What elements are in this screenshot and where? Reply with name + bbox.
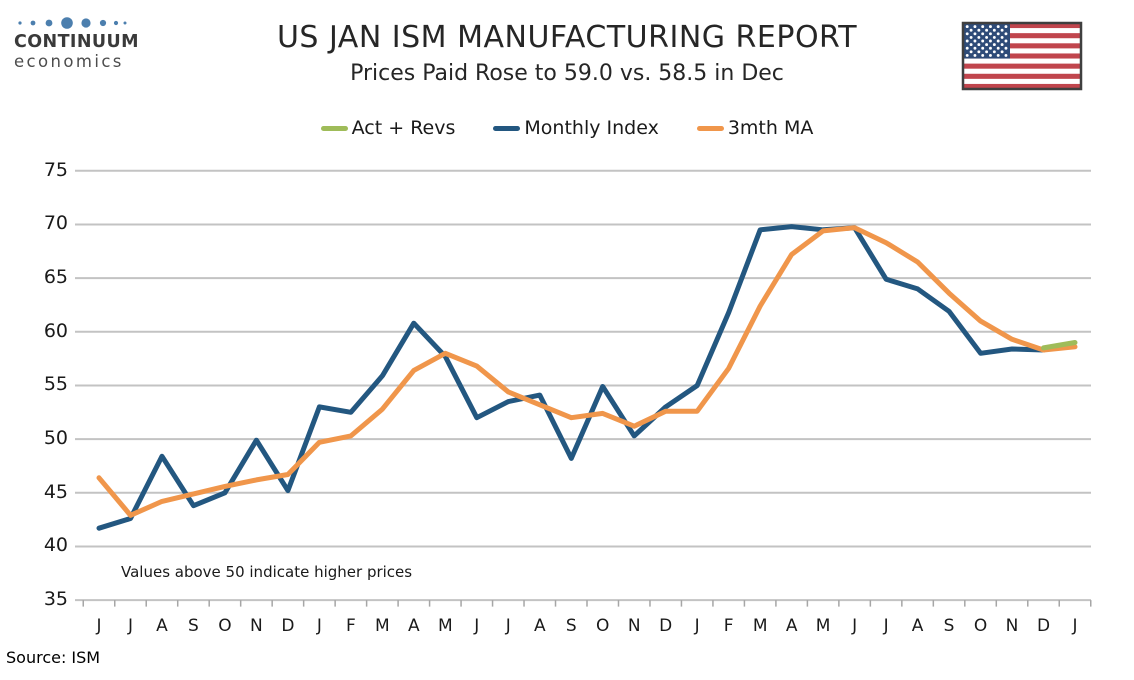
legend-swatch-act-revs-icon bbox=[320, 125, 348, 131]
source-label: Source: ISM bbox=[6, 648, 101, 667]
x-axis-label: J bbox=[505, 616, 511, 636]
y-axis-label: 40 bbox=[43, 534, 68, 557]
x-axis-label: D bbox=[281, 616, 295, 636]
x-axis-label: M bbox=[437, 616, 453, 636]
x-axis-label: J bbox=[852, 616, 858, 636]
x-axis-label: D bbox=[659, 616, 673, 636]
chart-legend: Act + Revs Monthly Index 3mth MA bbox=[0, 117, 1134, 139]
x-axis-label: F bbox=[723, 616, 734, 636]
y-axis-label: 65 bbox=[43, 266, 68, 289]
y-axis-label: 45 bbox=[43, 480, 68, 503]
x-axis-label: S bbox=[188, 616, 199, 636]
y-axis-label: 50 bbox=[43, 427, 68, 450]
x-axis-label: J bbox=[883, 616, 889, 636]
x-axis-label: J bbox=[127, 616, 133, 636]
legend-item-act-revs: Act + Revs bbox=[320, 117, 456, 139]
chart-annotation: Values above 50 indicate higher prices bbox=[121, 563, 413, 581]
continuum-economics-logo: CONTINUUM economics bbox=[12, 6, 152, 86]
x-axis-label: J bbox=[1072, 616, 1078, 636]
y-axis-label: 75 bbox=[43, 158, 68, 181]
x-axis-label: N bbox=[1005, 616, 1019, 636]
y-axis-label: 70 bbox=[43, 212, 68, 235]
x-axis-label: D bbox=[1036, 616, 1051, 636]
x-axis-label: J bbox=[474, 616, 480, 636]
logo-dots-icon bbox=[18, 17, 127, 29]
legend-item-monthly-index: Monthly Index bbox=[493, 117, 659, 139]
x-axis-label: N bbox=[250, 616, 263, 636]
legend-swatch-3mth-ma-icon bbox=[696, 125, 724, 131]
us-flag-icon bbox=[961, 21, 1083, 91]
logo-brand-name: CONTINUUM bbox=[14, 32, 139, 52]
x-axis-label: J bbox=[694, 616, 700, 636]
x-axis-label: M bbox=[375, 616, 390, 636]
x-axis-label: A bbox=[785, 616, 798, 636]
x-axis-label: A bbox=[156, 616, 168, 636]
chart-subtitle: Prices Paid Rose to 59.0 vs. 58.5 in Dec bbox=[350, 61, 784, 86]
x-axis-label: A bbox=[911, 616, 924, 636]
x-axis-label: O bbox=[596, 616, 610, 636]
x-axis-label: O bbox=[973, 616, 988, 636]
legend-swatch-monthly-index-icon bbox=[493, 125, 521, 131]
legend-label-3mth-ma: 3mth MA bbox=[727, 117, 814, 139]
x-axis-label: S bbox=[943, 616, 955, 636]
legend-label-monthly-index: Monthly Index bbox=[524, 117, 659, 139]
y-axis-label: 60 bbox=[43, 319, 68, 342]
x-axis-label: O bbox=[218, 616, 232, 636]
x-axis-label: M bbox=[815, 616, 831, 636]
legend-item-3mth-ma: 3mth MA bbox=[696, 117, 814, 139]
x-axis-label: A bbox=[533, 616, 546, 636]
x-axis-label: J bbox=[316, 616, 322, 636]
legend-label-act-revs: Act + Revs bbox=[351, 117, 456, 139]
chart-title: US JAN ISM MANUFACTURING REPORT bbox=[276, 20, 858, 55]
x-axis-label: M bbox=[752, 616, 768, 636]
x-axis-label: J bbox=[96, 616, 102, 636]
y-axis-label: 55 bbox=[43, 373, 68, 396]
logo-brand-subname: economics bbox=[14, 52, 124, 71]
x-axis-label: N bbox=[627, 616, 641, 636]
x-axis-label: F bbox=[345, 616, 356, 636]
x-axis-label: S bbox=[565, 616, 577, 636]
x-axis-label: A bbox=[408, 616, 420, 636]
y-axis-label: 35 bbox=[43, 588, 68, 611]
